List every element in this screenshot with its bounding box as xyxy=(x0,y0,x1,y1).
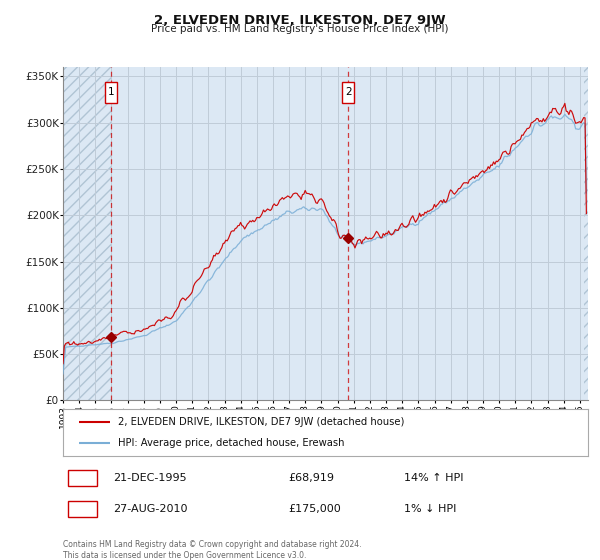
Bar xyxy=(584,67,596,400)
Text: £175,000: £175,000 xyxy=(289,505,341,514)
Bar xyxy=(584,67,596,400)
Text: £68,919: £68,919 xyxy=(289,473,335,483)
FancyBboxPatch shape xyxy=(68,470,97,486)
Text: Price paid vs. HM Land Registry's House Price Index (HPI): Price paid vs. HM Land Registry's House … xyxy=(151,24,449,34)
Text: 27-AUG-2010: 27-AUG-2010 xyxy=(113,505,187,514)
Text: 1% ↓ HPI: 1% ↓ HPI xyxy=(404,505,457,514)
Text: 2: 2 xyxy=(79,505,86,514)
Bar xyxy=(63,67,111,400)
Text: 2, ELVEDEN DRIVE, ILKESTON, DE7 9JW: 2, ELVEDEN DRIVE, ILKESTON, DE7 9JW xyxy=(154,14,446,27)
Text: Contains HM Land Registry data © Crown copyright and database right 2024.
This d: Contains HM Land Registry data © Crown c… xyxy=(63,540,361,560)
Text: HPI: Average price, detached house, Erewash: HPI: Average price, detached house, Erew… xyxy=(118,438,344,448)
Bar xyxy=(63,67,111,400)
Text: 2: 2 xyxy=(345,87,352,97)
Text: 21-DEC-1995: 21-DEC-1995 xyxy=(113,473,187,483)
Text: 1: 1 xyxy=(79,473,86,483)
FancyBboxPatch shape xyxy=(105,82,117,102)
FancyBboxPatch shape xyxy=(68,501,97,517)
Text: 2, ELVEDEN DRIVE, ILKESTON, DE7 9JW (detached house): 2, ELVEDEN DRIVE, ILKESTON, DE7 9JW (det… xyxy=(118,417,404,427)
Text: 14% ↑ HPI: 14% ↑ HPI xyxy=(404,473,464,483)
FancyBboxPatch shape xyxy=(342,82,354,102)
Text: 1: 1 xyxy=(107,87,114,97)
